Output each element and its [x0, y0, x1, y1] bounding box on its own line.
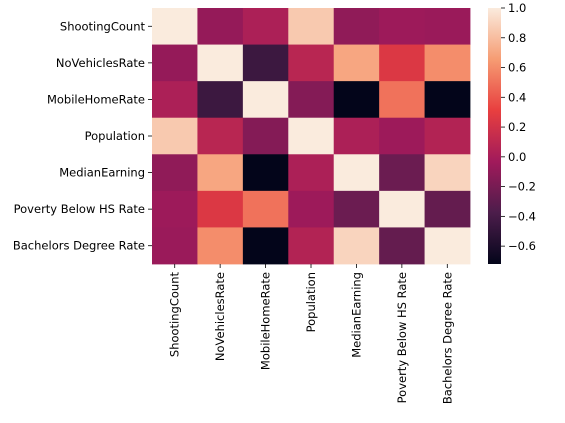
column-label: Bachelors Degree Rate: [440, 272, 454, 404]
heatmap-cell-r6-c0: [152, 227, 198, 265]
heatmap-cell-r5-c4: [333, 190, 380, 228]
row-label: Poverty Below HS Rate: [14, 202, 145, 216]
row-label: Population: [85, 129, 145, 143]
heatmap-cell-r3-c4: [333, 117, 380, 155]
heatmap-cell-r6-c6: [424, 227, 471, 265]
row-label: ShootingCount: [60, 19, 146, 33]
column-label: ShootingCount: [168, 272, 182, 358]
row-label: MobileHomeRate: [47, 92, 145, 106]
column-label: Population: [304, 272, 318, 332]
heatmap-cell-r3-c2: [242, 117, 289, 155]
row-label: Bachelors Degree Rate: [13, 239, 145, 253]
row-labels: ShootingCount NoVehiclesRate MobileHomeRat…: [13, 19, 152, 253]
colorbar-tick-label: 1.0: [508, 1, 526, 15]
heatmap-cell-r4-c5: [379, 154, 425, 192]
column-label: NoVehiclesRate: [213, 272, 227, 361]
heatmap-cell-r6-c5: [379, 227, 425, 265]
heatmap-cell-r1-c5: [379, 44, 425, 82]
column-labels: ShootingCount NoVehiclesRate MobileHomeRat…: [168, 263, 454, 404]
heatmap-cell-r0-c1: [197, 8, 244, 45]
heatmap-cell-r5-c2: [242, 190, 289, 228]
heatmap-cell-r2-c5: [379, 81, 425, 119]
heatmap-cell-r3-c6: [424, 117, 471, 155]
colorbar-tick-label: 0.0: [508, 150, 526, 164]
heatmap-cell-r2-c0: [152, 81, 198, 119]
heatmap-cell-r1-c1: [197, 44, 244, 82]
column-label: MedianEarning: [349, 272, 363, 358]
heatmap-cell-r5-c5: [379, 190, 425, 228]
colorbar-gradient: [488, 8, 501, 264]
heatmap-cell-r0-c4: [333, 8, 380, 45]
colorbar-tick-label: 0.8: [508, 31, 526, 45]
heatmap-cell-r3-c1: [197, 117, 244, 155]
heatmap-cell-r3-c3: [288, 117, 335, 155]
heatmap-cell-r5-c1: [197, 190, 244, 228]
heatmap-cell-r1-c3: [288, 44, 335, 82]
heatmap-cell-r4-c2: [242, 154, 289, 192]
heatmap-cell-r4-c4: [333, 154, 380, 192]
heatmap-cell-r1-c4: [333, 44, 380, 82]
heatmap-cell-r4-c0: [152, 154, 198, 192]
heatmap-cell-r0-c6: [424, 8, 471, 45]
colorbar: 1.0 0.8 0.6 0.4 0.2 0.0 −0.2 −0.4 −0.6: [488, 1, 536, 264]
heatmap-cells: [152, 8, 471, 265]
heatmap-cell-r0-c3: [288, 8, 335, 45]
heatmap-cell-r4-c6: [424, 154, 471, 192]
heatmap-cell-r5-c6: [424, 190, 471, 228]
heatmap-cell-r2-c4: [333, 81, 380, 119]
heatmap-cell-r1-c6: [424, 44, 471, 82]
heatmap-cell-r3-c5: [379, 117, 425, 155]
column-label: Poverty Below HS Rate: [395, 272, 409, 403]
heatmap-cell-r3-c0: [152, 117, 198, 155]
heatmap-cell-r6-c3: [288, 227, 335, 265]
colorbar-tick-label: −0.4: [508, 209, 536, 223]
heatmap-cell-r0-c2: [242, 8, 289, 45]
heatmap-cell-r6-c2: [242, 227, 289, 265]
heatmap-cell-r4-c1: [197, 154, 244, 192]
row-label: MedianEarning: [59, 166, 145, 180]
heatmap-cell-r5-c0: [152, 190, 198, 228]
colorbar-tick-label: −0.6: [508, 239, 536, 253]
column-label: MobileHomeRate: [259, 272, 273, 370]
heatmap-cell-r5-c3: [288, 190, 335, 228]
colorbar-tick-label: 0.6: [508, 61, 526, 75]
heatmap-cell-r1-c0: [152, 44, 198, 82]
heatmap-cell-r6-c4: [333, 227, 380, 265]
heatmap-cell-r6-c1: [197, 227, 244, 265]
colorbar-tick-label: 0.4: [508, 90, 526, 104]
heatmap-cell-r2-c1: [197, 81, 244, 119]
heatmap-cell-r2-c3: [288, 81, 335, 119]
colorbar-tick-label: 0.2: [508, 120, 526, 134]
heatmap-cell-r4-c3: [288, 154, 335, 192]
row-label: NoVehiclesRate: [56, 56, 145, 70]
heatmap-cell-r0-c5: [379, 8, 425, 45]
colorbar-tick-label: −0.2: [508, 180, 536, 194]
heatmap-cell-r2-c2: [242, 81, 289, 119]
heatmap-cell-r1-c2: [242, 44, 289, 82]
heatmap-cell-r2-c6: [424, 81, 471, 119]
heatmap-cell-r0-c0: [152, 8, 198, 45]
